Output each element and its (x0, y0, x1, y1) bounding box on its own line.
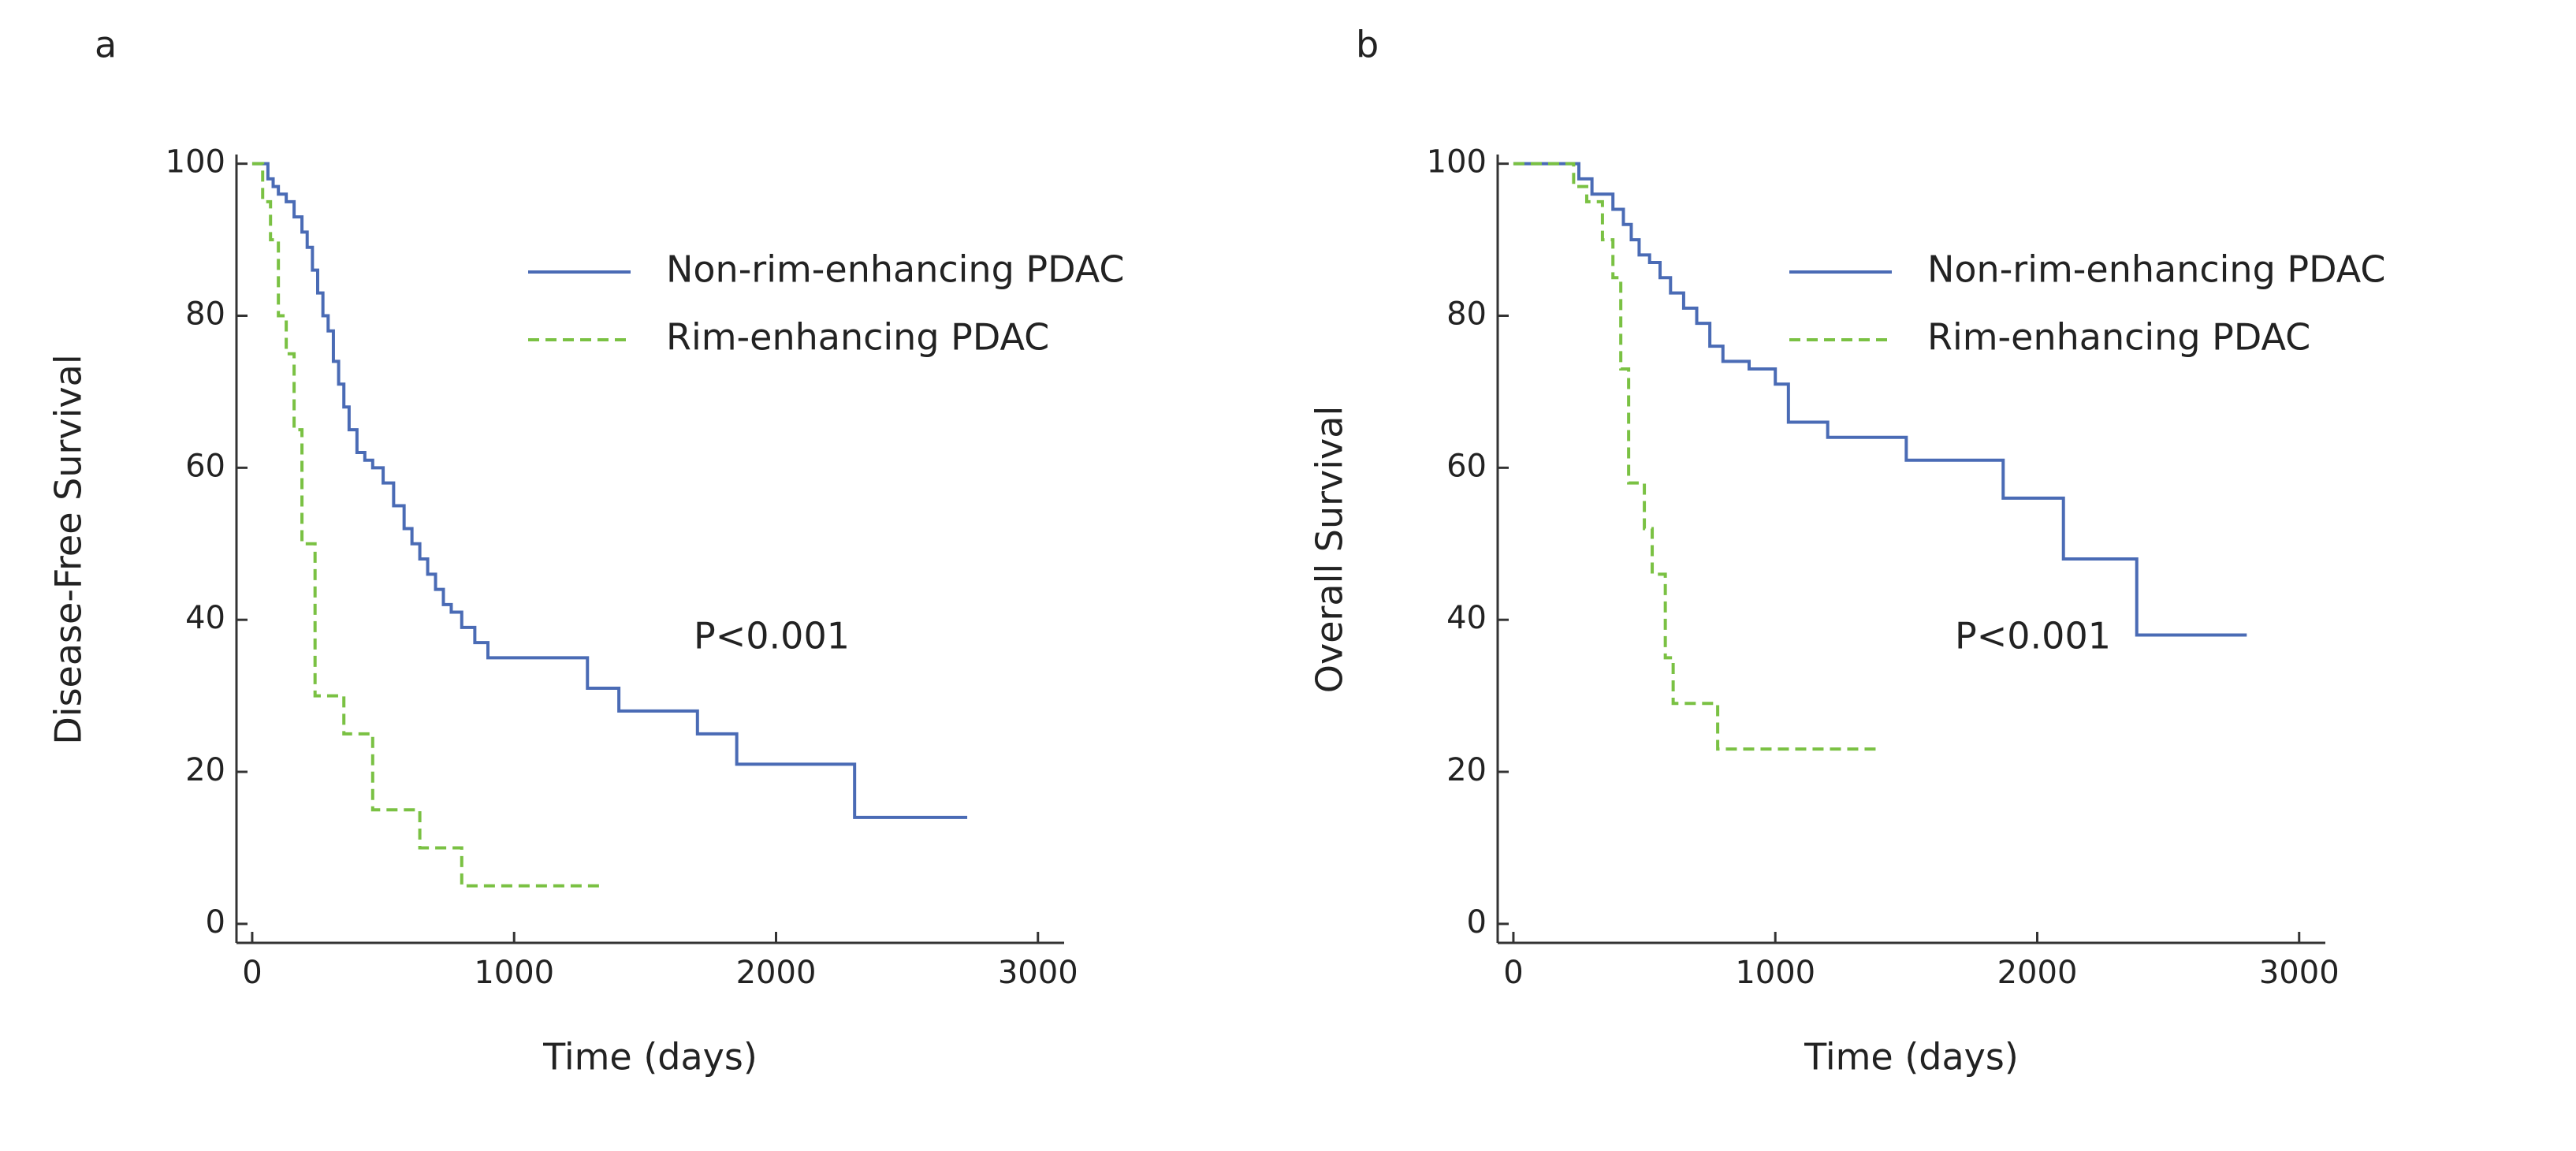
legend-label: Rim-enhancing PDAC (1927, 316, 2310, 359)
y-axis-label: Disease-Free Survival (47, 354, 90, 744)
survival-line (1513, 162, 2247, 637)
survival-line (251, 162, 604, 888)
y-tick-label: 0 (1467, 904, 1487, 941)
legend-label: Non-rim-enhancing PDAC (666, 248, 1125, 291)
x-tick-label: 0 (242, 955, 262, 991)
y-tick-label: 80 (1446, 296, 1487, 332)
panel-label: b (1356, 24, 1379, 66)
legend-label: Non-rim-enhancing PDAC (1927, 248, 2386, 291)
survival-line (251, 162, 968, 819)
y-tick-label: 20 (1446, 752, 1487, 788)
y-tick-label: 100 (166, 144, 225, 181)
y-tick-label: 40 (185, 600, 225, 636)
x-tick-label: 3000 (2259, 955, 2340, 991)
x-axis-label: Time (days) (1804, 1036, 2019, 1078)
panel-label: a (95, 24, 117, 66)
x-tick-label: 2000 (736, 955, 817, 991)
annotation: P<0.001 (1955, 615, 2111, 657)
y-tick-label: 0 (206, 904, 225, 941)
y-tick-label: 60 (185, 448, 225, 484)
y-tick-label: 80 (185, 296, 225, 332)
survival-line (1513, 162, 1881, 751)
y-tick-label: 100 (1427, 144, 1487, 181)
legend-label: Rim-enhancing PDAC (666, 316, 1049, 359)
annotation: P<0.001 (694, 615, 850, 657)
y-axis-label: Overall Survival (1308, 406, 1351, 693)
x-tick-label: 1000 (1735, 955, 1815, 991)
x-tick-label: 0 (1503, 955, 1523, 991)
x-tick-label: 3000 (998, 955, 1078, 991)
y-tick-label: 60 (1446, 448, 1487, 484)
x-tick-label: 1000 (474, 955, 554, 991)
x-axis-label: Time (days) (542, 1036, 758, 1078)
y-tick-label: 20 (185, 752, 225, 788)
x-tick-label: 2000 (1997, 955, 2078, 991)
y-tick-label: 40 (1446, 600, 1487, 636)
